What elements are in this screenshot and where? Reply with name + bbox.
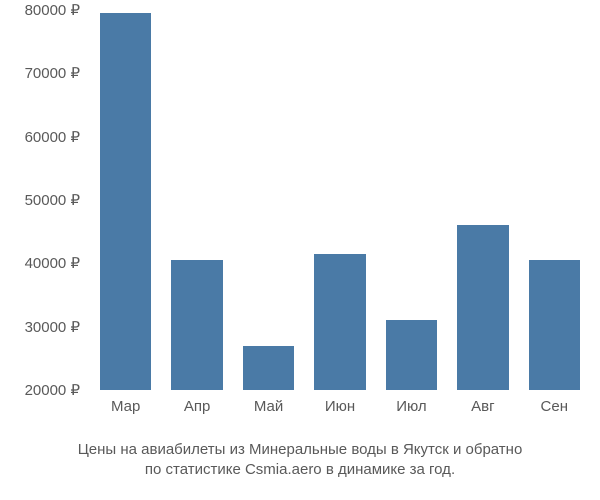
bar	[171, 260, 222, 390]
x-tick-label: Сен	[541, 398, 568, 415]
y-tick-label: 50000 ₽	[0, 191, 90, 209]
price-chart: 20000 ₽ 30000 ₽ 40000 ₽ 50000 ₽ 60000 ₽ 70000…	[0, 0, 600, 500]
y-tick-label: 80000 ₽	[0, 1, 90, 19]
y-tick-label: 30000 ₽	[0, 318, 90, 336]
x-tick-label: Июн	[325, 398, 355, 415]
y-tick-label: 70000 ₽	[0, 64, 90, 82]
x-tick-label: Май	[254, 398, 283, 415]
x-tick-label: Июл	[396, 398, 426, 415]
x-tick-label: Апр	[184, 398, 210, 415]
y-tick-label: 40000 ₽	[0, 254, 90, 272]
y-tick-label: 20000 ₽	[0, 381, 90, 399]
x-tick-label: Мар	[111, 398, 140, 415]
bar	[529, 260, 580, 390]
bar	[457, 225, 508, 390]
bar	[100, 13, 151, 390]
bar	[386, 320, 437, 390]
bar	[243, 346, 294, 390]
bar	[314, 254, 365, 390]
chart-caption-line2: по статистике Csmia.aero в динамике за г…	[0, 460, 600, 480]
bars-container	[90, 10, 590, 390]
y-tick-label: 60000 ₽	[0, 128, 90, 146]
chart-caption-line1: Цены на авиабилеты из Минеральные воды в…	[0, 440, 600, 460]
x-tick-label: Авг	[471, 398, 494, 415]
plot-area	[90, 10, 590, 390]
